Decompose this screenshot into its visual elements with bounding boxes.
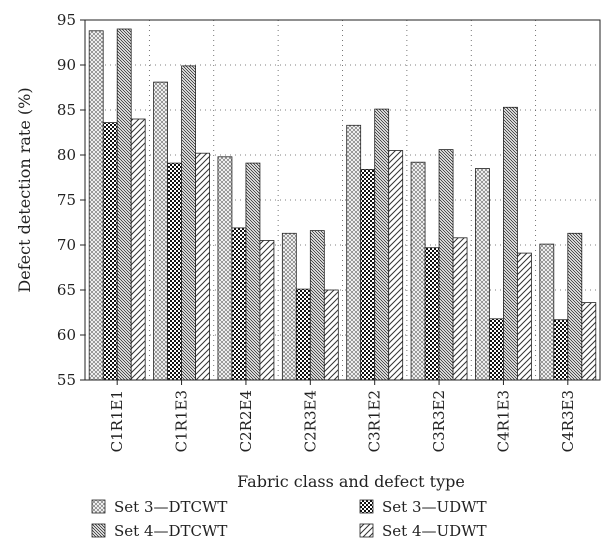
x-tick-label: C4R3E3 — [559, 390, 577, 452]
bar-C1R1E1-series-2 — [116, 28, 132, 381]
bar-C1R1E3-series-1 — [167, 162, 182, 381]
bar-C2R3E4-series-3 — [323, 289, 339, 381]
bar-C3R1E2-series-0 — [346, 124, 362, 381]
bar-C4R3E3-series-3 — [581, 302, 597, 381]
bar-C2R3E4-series-2 — [309, 230, 325, 381]
bar-C3R1E2-series-1 — [360, 168, 376, 381]
legend: Set 3—DTCWT Set 3—UDWT Set 4—DTCWT Set 4—UD… — [91, 498, 487, 540]
bar-C2R3E4-series-0 — [281, 232, 297, 381]
bar-C1R1E1-series-0 — [88, 30, 104, 381]
x-tick-label: C2R2E4 — [237, 390, 255, 452]
bar-C4R1E3-series-2 — [503, 106, 518, 381]
legend-label: Set 4—UDWT — [382, 522, 487, 540]
x-tick-label: C3R1E2 — [366, 390, 384, 452]
bar-C4R1E3-series-1 — [489, 318, 504, 381]
bar-C4R3E3-series-0 — [539, 243, 555, 381]
bar-C2R2E4-series-0 — [217, 156, 233, 381]
legend-label: Set 3—UDWT — [382, 498, 487, 516]
bar-C4R1E3-series-3 — [517, 252, 532, 381]
bar-C2R2E4-series-1 — [231, 227, 247, 381]
y-tick-label: 95 — [57, 11, 76, 29]
bar-C3R3E2-series-0 — [410, 161, 426, 381]
y-tick-label: 55 — [57, 371, 76, 389]
bar-C2R2E4-series-2 — [245, 162, 261, 381]
bar-C1R1E3-series-3 — [195, 152, 210, 381]
legend-swatch — [359, 499, 374, 514]
x-tick-label: C3R3E2 — [430, 390, 448, 452]
legend-swatch — [91, 523, 106, 538]
bar-C3R1E2-series-2 — [374, 108, 390, 381]
bar-C4R3E3-series-1 — [553, 319, 569, 381]
bar-C3R3E2-series-2 — [438, 149, 454, 381]
x-tick-label: C2R3E4 — [301, 390, 319, 452]
y-axis: 55 60 65 70 75 80 85 90 95 — [57, 11, 85, 389]
bars-group — [88, 28, 597, 381]
bar-C1R1E3-series-2 — [181, 65, 196, 381]
bar-C1R1E3-series-0 — [153, 81, 168, 381]
legend-swatch — [91, 499, 106, 514]
bar-C4R1E3-series-0 — [475, 168, 490, 381]
y-tick-label: 75 — [57, 191, 76, 209]
y-axis-label: Defect detection rate (%) — [15, 87, 34, 292]
y-tick-label: 80 — [57, 146, 76, 164]
y-tick-label: 70 — [57, 236, 76, 254]
x-axis-label: Fabric class and defect type — [237, 472, 465, 491]
y-tick-label: 65 — [57, 281, 76, 299]
bar-C3R3E2-series-1 — [424, 247, 440, 381]
y-tick-label: 60 — [57, 326, 76, 344]
bar-C3R1E2-series-3 — [388, 150, 404, 381]
bar-C1R1E1-series-1 — [102, 122, 118, 381]
y-tick-label: 90 — [57, 56, 76, 74]
x-tick-label: C4R1E3 — [494, 390, 512, 452]
legend-label: Set 3—DTCWT — [114, 498, 227, 516]
bar-C3R3E2-series-3 — [452, 237, 468, 381]
bar-C2R2E4-series-3 — [259, 240, 275, 381]
x-tick-label: C1R1E1 — [108, 390, 126, 452]
bar-C2R3E4-series-1 — [295, 288, 311, 381]
bar-C4R3E3-series-2 — [567, 232, 583, 381]
x-tick-label: C1R1E3 — [173, 390, 191, 452]
legend-swatch — [359, 523, 374, 538]
x-axis: C1R1E1 C1R1E3 C2R2E4 C2R3E4 C3R1E2 C3R3E2 C4R1… — [108, 380, 577, 452]
legend-label: Set 4—DTCWT — [114, 522, 227, 540]
bar-C1R1E1-series-3 — [130, 118, 146, 381]
y-tick-label: 85 — [57, 101, 76, 119]
